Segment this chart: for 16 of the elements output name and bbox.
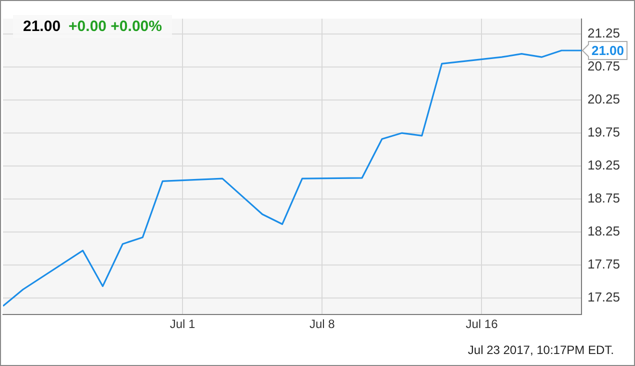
chart-title: 21.00 <box>23 18 61 35</box>
y-tick-label: 20.75 <box>587 58 620 74</box>
y-tick-label: 19.75 <box>587 124 620 140</box>
x-tick-label: Jul 16 <box>466 317 498 332</box>
x-tick-label: Jul 8 <box>309 317 336 332</box>
y-tick-label: 19.25 <box>587 158 620 173</box>
text: Jul 23 2017, 10:17PM EDT. <box>468 343 614 357</box>
y-tick-label: 20.25 <box>587 92 620 107</box>
annotation: 21.00 <box>591 43 624 58</box>
y-tick-label: 18.25 <box>587 224 620 239</box>
y-tick-label: 21.25 <box>587 26 620 41</box>
x-tick-label: Jul 1 <box>170 317 196 332</box>
chart-subtitle: +0.00 +0.00% <box>68 18 162 35</box>
y-tick-label: 18.75 <box>587 190 620 206</box>
y-tick-label: 17.25 <box>587 290 620 305</box>
y-tick-label: 17.75 <box>587 256 620 272</box>
